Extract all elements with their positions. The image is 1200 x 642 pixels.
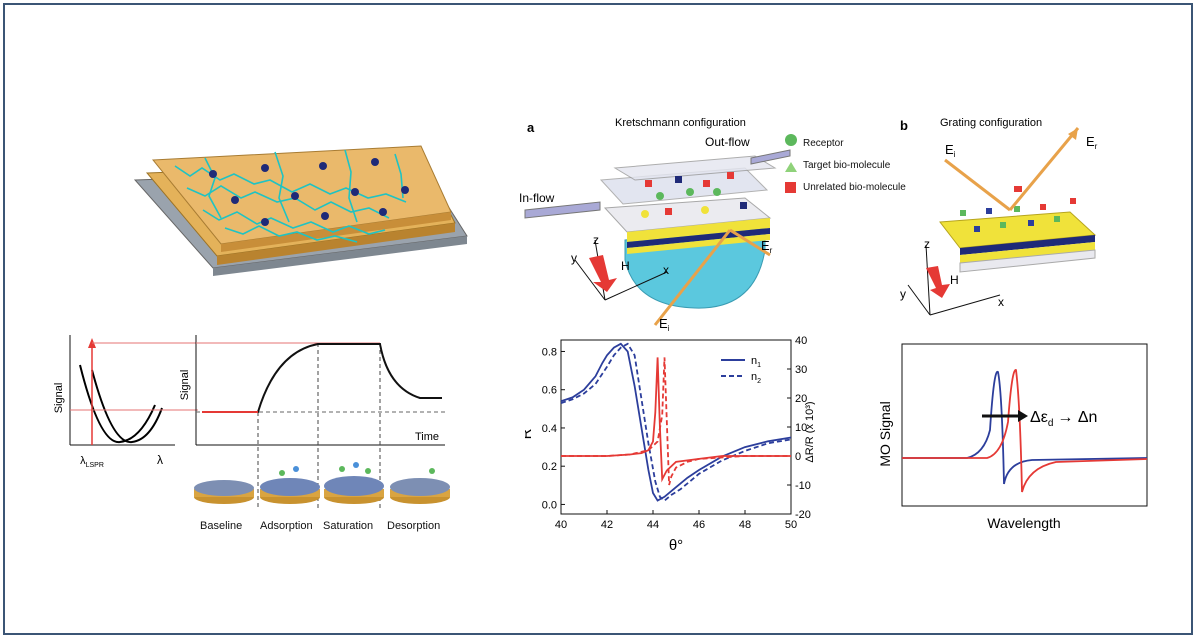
theta-xlabel: θ° [669, 537, 683, 554]
inflow-label: In-flow [519, 191, 555, 205]
lambda-lspr-label: λLSPR [80, 455, 104, 469]
kret-er-label: Er [761, 238, 773, 255]
panel-b-label: b [900, 118, 908, 133]
x-tick-label: 50 [785, 519, 797, 531]
mo-red-curve [902, 369, 1148, 493]
grating-ei-label: Ei [945, 142, 956, 159]
grating-axis-y: y [900, 287, 906, 301]
y-tick-label: 0.8 [542, 346, 557, 358]
series-1-line [560, 342, 792, 502]
sensorgram-signal-label: Signal [180, 370, 191, 401]
kretschmann-title: Kretschmann configuration [615, 117, 746, 129]
dr-ylabel: ΔR/R (x 10³) [804, 401, 815, 462]
receptor-icon [785, 134, 797, 146]
chip-adsorption [260, 466, 320, 504]
legend-n1: n1 [751, 355, 761, 369]
lspr-spectrum-plot: Signal λLSPR λ [53, 335, 175, 469]
mo-frame [901, 343, 1148, 507]
grating-axis-z: z [924, 237, 930, 251]
target-icon [785, 162, 797, 172]
x-tick-label: 48 [739, 519, 751, 531]
series-0-line [560, 342, 792, 502]
y-right-tick-label: 20 [795, 393, 807, 405]
y-tick-label: 0.4 [542, 423, 557, 435]
y-right-tick-label: 0 [795, 451, 801, 463]
legend-target: Target bio-molecule [803, 160, 891, 171]
y-right-tick-label: -10 [795, 480, 811, 492]
x-tick-label: 46 [693, 519, 705, 531]
reflectivity-chart: 40 42 44 46 48 50 0.0 0.2 0.4 0.6 0.8 -20 -10 0 10 20 30… [525, 335, 815, 554]
gold-sensor-chip [133, 145, 468, 276]
mo-xlabel: Wavelength [987, 515, 1060, 531]
y-tick-label: 0.6 [542, 385, 557, 397]
stage-label-baseline: Baseline [200, 520, 243, 532]
lspr-connector-lines [92, 342, 198, 411]
kret-axis-z: z [593, 233, 599, 247]
legend-receptor: Receptor [803, 138, 844, 149]
y-right-tick-label: -20 [795, 509, 811, 521]
y-right-tick-label: 30 [795, 364, 807, 376]
y-right-tick-label: 10 [795, 422, 807, 434]
kret-h-label: H [621, 259, 630, 273]
legend-n2: n2 [751, 371, 761, 385]
kretschmann-diagram: a Kretschmann configuration Out-flow In-… [519, 117, 797, 333]
y-right-tick-label: 40 [795, 335, 807, 347]
time-axis-label: Time [415, 431, 439, 443]
stage-label-saturation: Saturation [323, 520, 374, 532]
chip-saturation [324, 462, 384, 504]
mo-signal-plot: Δεd → Δn MO Signal Wavelength [877, 343, 1148, 531]
panel-a-label: a [527, 120, 535, 135]
x-tick-label: 42 [601, 519, 613, 531]
grating-diagram: b Grating configuration Ei Er z y x H [900, 117, 1098, 316]
mo-blue-curve [902, 371, 1148, 485]
kret-axis-x: x [663, 263, 669, 277]
figure-frame [3, 3, 1193, 635]
legend-unrelated: Unrelated bio-molecule [803, 182, 906, 193]
grating-title: Grating configuration [940, 117, 1042, 129]
outflow-label: Out-flow [705, 135, 750, 149]
kret-ei-label: Ei [659, 316, 670, 333]
grating-h-label: H [950, 273, 959, 287]
stage-chips [194, 462, 450, 504]
chip-desorption [390, 468, 450, 504]
chip-baseline [194, 480, 254, 504]
y-tick-label: 0.0 [542, 499, 557, 511]
grating-er-label: Er [1086, 134, 1098, 151]
mo-ylabel: MO Signal [877, 401, 893, 466]
lspr-signal-label: Signal [53, 383, 65, 414]
unrelated-icon [785, 182, 796, 193]
x-tick-label: 40 [555, 519, 567, 531]
grating-axis-x: x [998, 295, 1004, 309]
r-ylabel: R [525, 428, 535, 439]
sensorgram-plot: Signal Time [180, 335, 445, 508]
lambda-axis-label: λ [157, 453, 163, 467]
stage-label-adsorption: Adsorption [260, 520, 313, 532]
kret-axis-y: y [571, 251, 577, 265]
molecule-network [174, 149, 407, 243]
x-tick-label: 44 [647, 519, 659, 531]
series-3-line [561, 357, 791, 486]
y-tick-label: 0.2 [542, 461, 557, 473]
stage-label-desorption: Desorption [387, 520, 441, 532]
mo-annotation: Δεd → Δn [1030, 409, 1097, 429]
